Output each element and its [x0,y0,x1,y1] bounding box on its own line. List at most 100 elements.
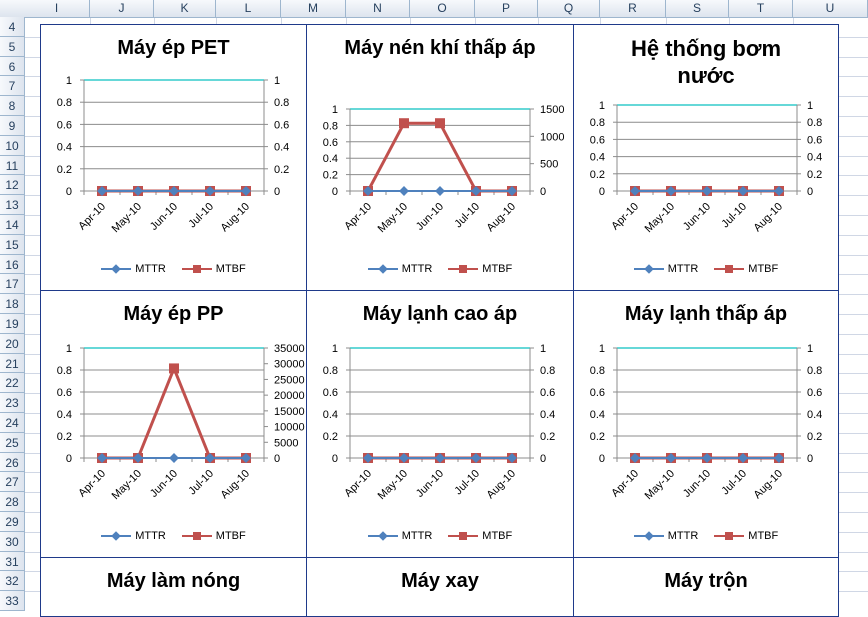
column-header-k[interactable]: K [154,0,216,17]
y2-tick-label: 0.6 [807,134,822,146]
column-header-t[interactable]: T [729,0,793,17]
x-tick-label: Apr-10 [342,201,374,233]
y-tick-label: 0.6 [323,137,338,149]
data-point-mttr [435,186,445,196]
row-header-18[interactable]: 18 [0,294,24,314]
chart-panel[interactable]: Máy lạnh thấp áp 0 0.2 0.4 0.6 0.8 1 0 0.2 0.4 0.6… [573,290,839,558]
row-header-30[interactable]: 30 [0,532,24,552]
column-header-l[interactable]: L [216,0,281,17]
row-header-11[interactable]: 11 [0,156,24,176]
column-header-r[interactable]: R [600,0,666,17]
data-point-mtbf [399,118,409,129]
column-header-n[interactable]: N [346,0,410,17]
y-tick-label: 0.4 [323,409,338,421]
legend-marker [459,532,468,541]
row-header-10[interactable]: 10 [0,136,24,156]
legend-item-mttr: MTTR [633,530,698,542]
legend-label: MTBF [748,263,779,276]
column-header-m[interactable]: M [281,0,346,17]
x-tick-label: Jul-10 [452,468,482,498]
row-header-19[interactable]: 19 [0,314,24,334]
y-tick-label: 0.6 [57,387,72,399]
chart-panel[interactable]: Máy ép PET 0 0.2 0.4 0.6 0.8 1 0 0.2 0.4 0.6 0.8 1 Ap… [40,24,307,291]
row-header-16[interactable]: 16 [0,255,24,275]
x-tick-label: May-10 [110,201,144,235]
y2-tick-label: 500 [540,159,558,171]
chart-title: Máy xay [401,570,479,592]
legend-item-mttr: MTTR [633,263,698,275]
y2-tick-label: 1000 [540,131,564,143]
data-point-mttr [205,453,215,463]
y2-tick-label: 0.2 [274,164,289,176]
row-header-33[interactable]: 33 [0,591,24,611]
row-header-32[interactable]: 32 [0,571,24,592]
legend-marker [725,265,734,274]
chart-panel[interactable]: Máy nén khí thấp áp 0 0.2 0.4 0.6 0.8 1 0 500 100… [306,24,574,291]
data-point-mttr [471,186,481,196]
chart-panel[interactable]: Máy lạnh cao áp 0 0.2 0.4 0.6 0.8 1 0 0.2 0.4 0.6 0… [306,290,574,558]
y-tick-label: 0.8 [590,117,605,129]
row-header-7[interactable]: 7 [0,76,24,97]
column-header-s[interactable]: S [666,0,729,17]
row-header-9[interactable]: 9 [0,116,24,136]
y-tick-label: 0 [66,453,72,465]
y2-tick-label: 1 [807,343,813,355]
row-header-28[interactable]: 28 [0,492,24,512]
row-header-13[interactable]: 13 [0,195,24,215]
row-header-21[interactable]: 21 [0,354,24,374]
row-header-25[interactable]: 25 [0,433,24,453]
chart-title: Máy trộn [664,570,748,592]
legend-swatch [101,264,132,274]
column-header-q[interactable]: Q [538,0,600,17]
row-header-15[interactable]: 15 [0,235,24,255]
y2-tick-label: 0 [274,453,280,465]
row-header-26[interactable]: 26 [0,453,24,473]
row-header-6[interactable]: 6 [0,57,24,77]
chart-panel[interactable]: Máy trộn [573,557,839,617]
row-header-29[interactable]: 29 [0,512,24,532]
legend-swatch [633,531,664,541]
row-header-23[interactable]: 23 [0,393,24,413]
row-header-14[interactable]: 14 [0,215,24,235]
row-header-20[interactable]: 20 [0,334,24,354]
chart-panel[interactable]: Máy ép PP 0 0.2 0.4 0.6 0.8 1 0 5000 10000 15000 20… [40,290,307,558]
y-tick-label: 0.2 [323,170,338,182]
data-point-mttr [241,186,251,196]
row-header-24[interactable]: 24 [0,413,24,433]
chart-panel[interactable]: Máy xay [306,557,574,617]
y2-tick-label: 1 [540,343,546,355]
column-header-p[interactable]: P [475,0,538,17]
y-tick-label: 1 [332,104,338,116]
row-header-8[interactable]: 8 [0,96,24,116]
x-tick-label: Jul-10 [186,468,216,498]
row-header-22[interactable]: 22 [0,373,24,394]
y-tick-label: 0 [599,186,605,198]
y2-tick-label: 0.8 [807,365,822,377]
data-point-mttr [507,186,517,196]
row-header-17[interactable]: 17 [0,274,24,295]
row-header-12[interactable]: 12 [0,175,24,196]
chart-legend: MTTR MTBF [307,530,573,542]
x-tick-label: Jul-10 [452,201,482,231]
chart-title: Máy ép PET [117,37,230,59]
legend-item-mtbf: MTBF [448,530,512,542]
row-header-4[interactable]: 4 [0,17,24,37]
row-header-27[interactable]: 27 [0,472,24,493]
column-header-o[interactable]: O [410,0,475,17]
column-header-i[interactable]: I [24,0,90,17]
row-header-31[interactable]: 31 [0,552,24,572]
chart-title: Máy lạnh cao áp [362,303,518,325]
data-point-mttr [666,453,676,463]
y-tick-label: 0.8 [57,97,72,109]
chart-panel[interactable]: Máy làm nóng [40,557,307,617]
y-tick-label: 0.2 [57,431,72,443]
data-point-mttr [630,453,640,463]
legend-item-mttr: MTTR [101,263,166,275]
legend-swatch [448,265,479,274]
row-header-5[interactable]: 5 [0,37,24,57]
chart-panel[interactable]: Hệ thống bơm nước 0 0.2 0.4 0.6 0.8 1 0 0.2 0.4 0.… [573,24,839,291]
y2-tick-label: 0 [540,453,546,465]
column-header-j[interactable]: J [90,0,154,17]
y2-tick-label: 0.8 [274,97,289,109]
y2-tick-label: 1 [274,75,280,87]
